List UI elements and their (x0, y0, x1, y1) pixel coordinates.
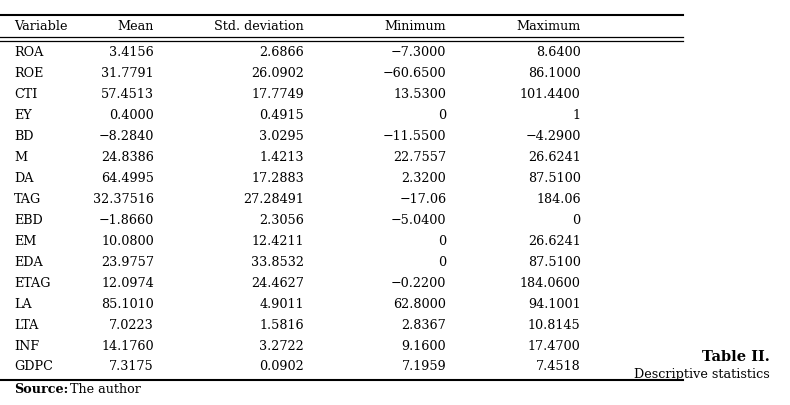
Text: Mean: Mean (118, 20, 154, 33)
Text: Variable: Variable (14, 20, 68, 33)
Text: 0: 0 (438, 109, 446, 122)
Text: 33.8532: 33.8532 (251, 256, 304, 269)
Text: 26.6241: 26.6241 (528, 235, 581, 248)
Text: 9.1600: 9.1600 (402, 339, 446, 353)
Text: 101.4400: 101.4400 (520, 88, 581, 101)
Text: 10.0800: 10.0800 (101, 235, 154, 248)
Text: EBD: EBD (14, 214, 43, 227)
Text: 3.4156: 3.4156 (109, 47, 154, 60)
Text: M: M (14, 151, 28, 164)
Text: DA: DA (14, 172, 34, 185)
Text: TAG: TAG (14, 193, 41, 206)
Text: Minimum: Minimum (385, 20, 446, 33)
Text: 1.4213: 1.4213 (260, 151, 304, 164)
Text: 0: 0 (573, 214, 581, 227)
Text: 24.8386: 24.8386 (101, 151, 154, 164)
Text: 23.9757: 23.9757 (101, 256, 154, 269)
Text: 27.28491: 27.28491 (243, 193, 304, 206)
Text: 87.5100: 87.5100 (528, 256, 581, 269)
Text: 12.0974: 12.0974 (101, 277, 154, 290)
Text: −17.06: −17.06 (399, 193, 446, 206)
Text: ROE: ROE (14, 67, 43, 81)
Text: 31.7791: 31.7791 (101, 67, 154, 81)
Text: 1: 1 (573, 109, 581, 122)
Text: 2.8367: 2.8367 (401, 319, 446, 332)
Text: −0.2200: −0.2200 (391, 277, 446, 290)
Text: 26.0902: 26.0902 (251, 67, 304, 81)
Text: 0.4000: 0.4000 (109, 109, 154, 122)
Text: 7.3175: 7.3175 (109, 360, 154, 373)
Text: 26.6241: 26.6241 (528, 151, 581, 164)
Text: −4.2900: −4.2900 (525, 130, 581, 143)
Text: Std. deviation: Std. deviation (214, 20, 304, 33)
Text: −8.2840: −8.2840 (99, 130, 154, 143)
Text: 32.37516: 32.37516 (93, 193, 154, 206)
Text: 12.4211: 12.4211 (252, 235, 304, 248)
Text: ETAG: ETAG (14, 277, 51, 290)
Text: 2.3056: 2.3056 (259, 214, 304, 227)
Text: 57.4513: 57.4513 (101, 88, 154, 101)
Text: BD: BD (14, 130, 34, 143)
Text: 17.7749: 17.7749 (251, 88, 304, 101)
Text: 86.1000: 86.1000 (528, 67, 581, 81)
Text: 13.5300: 13.5300 (393, 88, 446, 101)
Text: 64.4995: 64.4995 (101, 172, 154, 185)
Text: Maximum: Maximum (517, 20, 581, 33)
Text: The author: The author (66, 383, 141, 396)
Text: 7.4518: 7.4518 (536, 360, 581, 373)
Text: 1.5816: 1.5816 (260, 319, 304, 332)
Text: 14.1760: 14.1760 (101, 339, 154, 353)
Text: ROA: ROA (14, 47, 43, 60)
Text: 3.2722: 3.2722 (259, 339, 304, 353)
Text: 94.1001: 94.1001 (528, 298, 581, 311)
Text: INF: INF (14, 339, 40, 353)
Text: 87.5100: 87.5100 (528, 172, 581, 185)
Text: −60.6500: −60.6500 (382, 67, 446, 81)
Text: −5.0400: −5.0400 (391, 214, 446, 227)
Text: 10.8145: 10.8145 (528, 319, 581, 332)
Text: 2.3200: 2.3200 (401, 172, 446, 185)
Text: CTI: CTI (14, 88, 38, 101)
Text: 24.4627: 24.4627 (251, 277, 304, 290)
Text: Descriptive statistics: Descriptive statistics (634, 368, 770, 381)
Text: 62.8000: 62.8000 (393, 298, 446, 311)
Text: 184.0600: 184.0600 (520, 277, 581, 290)
Text: GDPC: GDPC (14, 360, 53, 373)
Text: EY: EY (14, 109, 32, 122)
Text: Table II.: Table II. (702, 350, 770, 364)
Text: EDA: EDA (14, 256, 43, 269)
Text: 0: 0 (438, 235, 446, 248)
Text: −11.5500: −11.5500 (383, 130, 446, 143)
Text: 17.2883: 17.2883 (251, 172, 304, 185)
Text: 7.0223: 7.0223 (109, 319, 154, 332)
Text: Source:: Source: (14, 383, 69, 396)
Text: 17.4700: 17.4700 (528, 339, 581, 353)
Text: 85.1010: 85.1010 (101, 298, 154, 311)
Text: 0: 0 (438, 256, 446, 269)
Text: EM: EM (14, 235, 36, 248)
Text: −7.3000: −7.3000 (391, 47, 446, 60)
Text: 0.4915: 0.4915 (259, 109, 304, 122)
Text: 8.6400: 8.6400 (536, 47, 581, 60)
Text: −1.8660: −1.8660 (99, 214, 154, 227)
Text: 4.9011: 4.9011 (260, 298, 304, 311)
Text: 2.6866: 2.6866 (259, 47, 304, 60)
Text: LA: LA (14, 298, 32, 311)
Text: 3.0295: 3.0295 (259, 130, 304, 143)
Text: 22.7557: 22.7557 (393, 151, 446, 164)
Text: 7.1959: 7.1959 (401, 360, 446, 373)
Text: LTA: LTA (14, 319, 39, 332)
Text: 0.0902: 0.0902 (259, 360, 304, 373)
Text: 184.06: 184.06 (536, 193, 581, 206)
